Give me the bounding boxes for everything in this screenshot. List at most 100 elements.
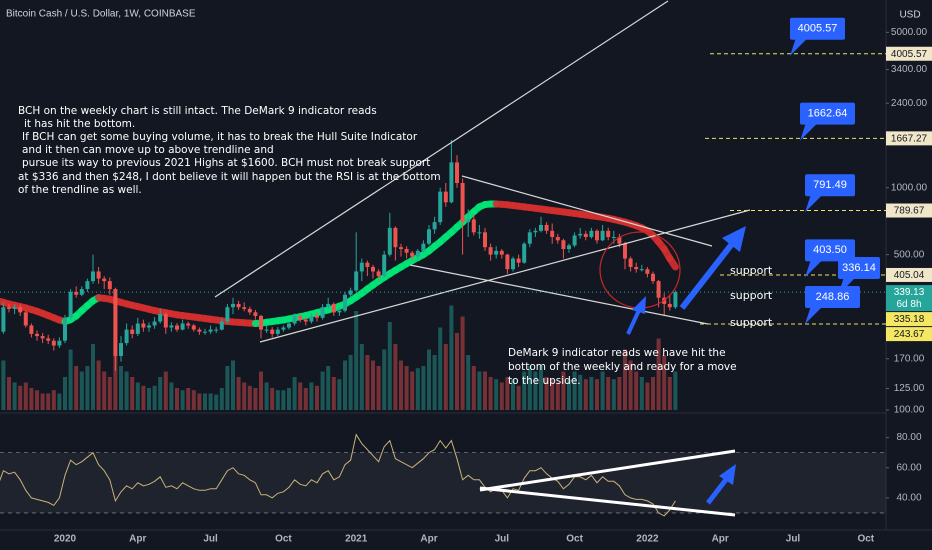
candle-body [606,230,611,238]
x-tick-label: 2020 [54,534,77,545]
candle-body [589,230,594,238]
volume-bar [533,371,538,410]
candle-body [415,250,420,257]
hull-segment [666,255,679,271]
candle-body [410,252,415,257]
volume-bar [231,360,235,410]
volume-bar [12,382,17,410]
x-tick-label: Apr [712,534,729,545]
candle-body [667,303,672,308]
volume-bar [656,338,661,410]
candle-body [124,329,129,344]
candle-body [141,323,146,328]
candle-body [483,232,487,248]
note-line: of the trendline as well. [18,184,142,196]
volume-bar [7,377,11,410]
volume-bar [247,385,252,410]
candle-body [578,233,583,236]
volume-bar [303,388,308,410]
candle-body [191,325,196,330]
arrow [706,475,730,505]
candle-body [35,333,39,337]
x-tick-label: 2022 [636,534,659,545]
candle-body [203,331,207,333]
x-tick-label: Apr [420,534,437,545]
candle-body [600,230,605,241]
candle-body [309,315,314,322]
y-tick-label: 170.00 [894,353,925,364]
callout-box [805,239,855,262]
candle-body [427,229,431,244]
volume-bar [57,393,62,410]
price-tag [886,203,932,218]
volume-bar [460,316,465,410]
trendline [214,0,669,298]
volume-bar [219,388,224,410]
callout-pointer [805,259,823,278]
volume-bar [259,371,263,410]
demark-note-line: to the upside. [508,375,581,387]
volume-bar [455,333,459,410]
candle-body [158,314,163,322]
candle-body [1,307,6,332]
candle-body [443,191,448,203]
price-tag [886,46,932,61]
candle-body [471,219,476,233]
volume-bar [511,379,515,410]
volume-bar [287,388,291,410]
price-tag [886,312,932,327]
candle-body [639,269,644,271]
price-tag [886,327,932,342]
x-tick-label: Jul [495,534,510,545]
candle-body [107,281,112,290]
candle-body [91,271,95,282]
candle-body [247,308,252,313]
candle-body [348,290,353,295]
y-tick-label: 2400.00 [891,98,928,109]
volume-bar [236,377,241,410]
volume-bar [544,377,549,410]
candle-body [623,243,627,259]
arrowhead [722,226,746,252]
volume-bar [169,382,174,410]
candle-body [583,233,588,238]
volume-bar [1,360,6,410]
candle-body [275,329,280,334]
candle-body [214,329,219,331]
volume-bar [651,377,655,410]
volume-bar [662,355,667,410]
chart-title: Bitcoin Cash / U.S. Dollar, 1W, COINBASE [6,9,196,20]
volume-bar [595,379,599,410]
volume-bar [359,344,364,410]
volume-bar [567,379,571,410]
candle-body [539,224,543,231]
candle-body [259,315,263,330]
candle-body [421,243,426,251]
candle-body [455,162,459,184]
candle-body [236,303,241,308]
candle-body [488,247,493,255]
volume-bar [147,388,151,410]
candle-body [466,219,471,223]
volume-bar [107,377,112,410]
volume-bar [242,382,247,410]
volume-bar [572,371,577,410]
price-tag-label: 4005.57 [891,49,928,60]
volume-bar [600,371,605,410]
y-tick-label: 500.00 [894,249,925,260]
callout-box [838,256,880,279]
volume-bar [180,390,185,410]
callout-label: 248.86 [816,291,850,303]
callout-label: 791.49 [813,179,847,191]
callout-label: 1662.64 [808,108,848,120]
candle-body [292,315,297,324]
volume-bar [399,360,403,410]
callout-pointer [800,122,818,141]
candle-body [298,315,303,320]
countdown: 6d 8h [896,299,921,310]
y-tick-label: 125.00 [894,383,925,394]
volume-bar [583,379,588,410]
candle-body [494,250,499,255]
candle-body [572,235,577,246]
candle-body [29,325,34,334]
